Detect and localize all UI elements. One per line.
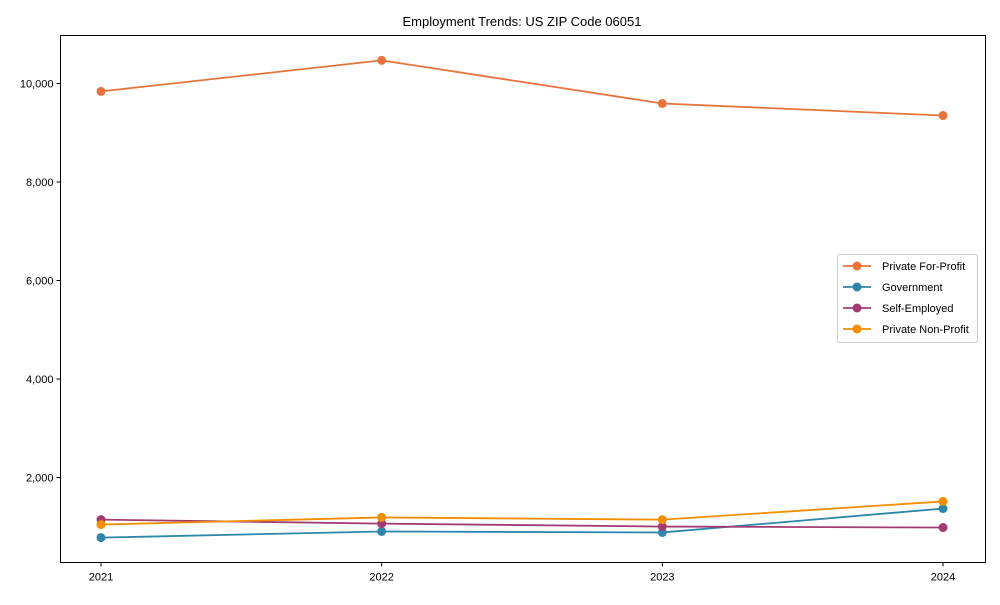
data-point [377, 526, 387, 536]
series-line-1 [100, 507, 944, 539]
y-tick-label: 8,000 [26, 177, 54, 189]
data-point [377, 519, 387, 529]
data-point [96, 533, 106, 543]
data-point [938, 504, 948, 514]
data-point [377, 55, 387, 65]
x-tick-label: 2022 [369, 572, 393, 584]
data-point [96, 520, 106, 530]
legend-marker [852, 303, 862, 313]
legend-label: Private For-Profit [882, 261, 965, 273]
chart-title: Employment Trends: US ZIP Code 06051 [403, 14, 642, 29]
y-tick-label: 2,000 [26, 473, 54, 485]
y-tick-label: 10,000 [20, 79, 54, 91]
legend: Private For-Profit Government Self-Employe… [837, 254, 978, 343]
legend-box [837, 254, 978, 343]
data-point [377, 512, 387, 522]
data-point [657, 98, 667, 108]
data-point [938, 523, 948, 533]
legend-marker [852, 324, 862, 334]
y-tick-label: 4,000 [26, 374, 54, 386]
series-line-3 [100, 500, 944, 526]
x-tick-label: 2021 [89, 572, 113, 584]
series-line-0 [100, 59, 944, 117]
x-tick-label: 2024 [931, 572, 955, 584]
legend-label: Government [882, 282, 943, 294]
x-tick-label: 2023 [650, 572, 674, 584]
legend-label: Self-Employed [882, 303, 954, 315]
data-point [938, 496, 948, 506]
plot-frame [60, 35, 986, 563]
legend-marker [852, 282, 862, 292]
y-tick-label: 6,000 [26, 276, 54, 288]
data-point [657, 515, 667, 525]
legend-label: Private Non-Profit [882, 324, 969, 336]
data-point [938, 111, 948, 121]
legend-marker [852, 261, 862, 271]
data-point [657, 522, 667, 532]
data-point [96, 86, 106, 96]
